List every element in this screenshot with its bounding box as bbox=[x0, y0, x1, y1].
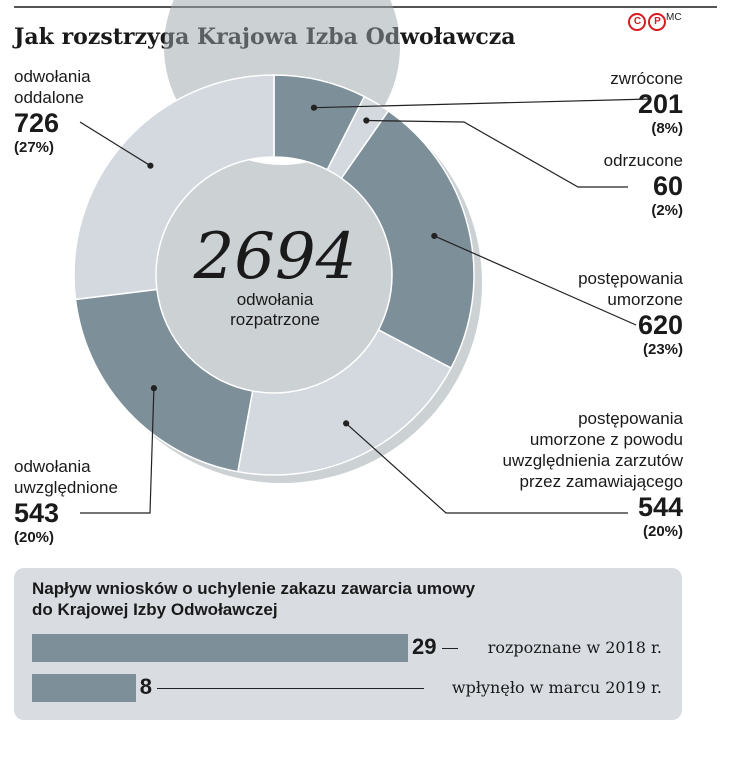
slice-value: 60 bbox=[652, 171, 683, 201]
bar-leader-line bbox=[156, 688, 424, 689]
leader-line-5 bbox=[79, 121, 151, 167]
leader-dot-3 bbox=[343, 420, 350, 427]
label-odrzucone: odrzucone 60 (2%) bbox=[604, 150, 683, 221]
leader-dot-4 bbox=[150, 385, 158, 392]
author-initials: MC bbox=[666, 12, 682, 23]
leader-line-3 bbox=[345, 422, 628, 514]
bar-1 bbox=[32, 674, 136, 702]
slice-value: 543 bbox=[14, 498, 60, 528]
bar-panel: Napływ wniosków o uchylenie zakazu zawar… bbox=[14, 568, 682, 720]
donut-slice-2 bbox=[340, 109, 475, 370]
slice-name: postępowania umorzone bbox=[578, 269, 683, 309]
label-odwolania-uwzglednione: odwołania uwzględnione 543 (20%) bbox=[14, 456, 118, 548]
slice-percent: (20%) bbox=[14, 529, 55, 546]
slice-value: 620 bbox=[637, 310, 683, 340]
leader-line-4 bbox=[80, 388, 155, 514]
total-label: odwołania rozpatrzone bbox=[230, 290, 320, 329]
leader-line-1 bbox=[366, 119, 628, 188]
copyright-icon: C bbox=[628, 13, 646, 31]
donut-slice-4 bbox=[74, 288, 254, 473]
slice-name: odwołania uwzględnione bbox=[14, 457, 118, 497]
p-icon: P bbox=[648, 13, 666, 31]
donut-chart bbox=[73, 0, 651, 514]
label-postepowania-umorzone: postępowania umorzone 620 (23%) bbox=[578, 268, 683, 360]
label-zwrocone: zwrócone 201 (8%) bbox=[610, 68, 683, 139]
total-value: 2694 bbox=[193, 220, 357, 294]
slice-percent: (20%) bbox=[642, 523, 683, 540]
slice-percent: (2%) bbox=[651, 202, 683, 219]
leader-line-0 bbox=[313, 98, 651, 109]
donut-slice-5 bbox=[73, 74, 275, 301]
slice-name: odwołania oddalone bbox=[14, 67, 91, 107]
bar-chart-title: Napływ wniosków o uchylenie zakazu zawar… bbox=[32, 579, 476, 619]
slice-value: 544 bbox=[637, 492, 683, 522]
bar-value-label: 29 bbox=[412, 634, 437, 659]
slice-name: odrzucone bbox=[603, 151, 683, 170]
slice-value: 201 bbox=[637, 89, 683, 119]
bar-value-label: 8 bbox=[139, 674, 152, 699]
label-odwolania-oddalone: odwołania oddalone 726 (27%) bbox=[14, 66, 91, 158]
slice-percent: (23%) bbox=[642, 341, 683, 358]
slice-percent: (8%) bbox=[651, 120, 683, 137]
bar-category-label: rozpoznane w 2018 r. bbox=[487, 638, 662, 657]
bar-0 bbox=[32, 634, 408, 662]
slice-name: postępowania umorzone z powodu uwzględni… bbox=[502, 409, 684, 491]
bar-category-label: wpłynęło w marcu 2019 r. bbox=[451, 678, 662, 697]
slice-value: 726 bbox=[14, 108, 60, 138]
label-umorzone-zarzutow: postępowania umorzone z powodu uwzględni… bbox=[503, 408, 684, 542]
leader-dot-1 bbox=[363, 117, 370, 124]
slice-name: zwrócone bbox=[610, 69, 683, 88]
leader-dot-0 bbox=[310, 104, 318, 111]
leader-dot-2 bbox=[431, 232, 438, 240]
leader-dot-5 bbox=[147, 162, 154, 169]
leader-line-2 bbox=[434, 235, 637, 326]
donut-slice-3 bbox=[236, 328, 453, 476]
slice-percent: (27%) bbox=[14, 139, 55, 156]
bar-leader-line bbox=[442, 648, 458, 649]
